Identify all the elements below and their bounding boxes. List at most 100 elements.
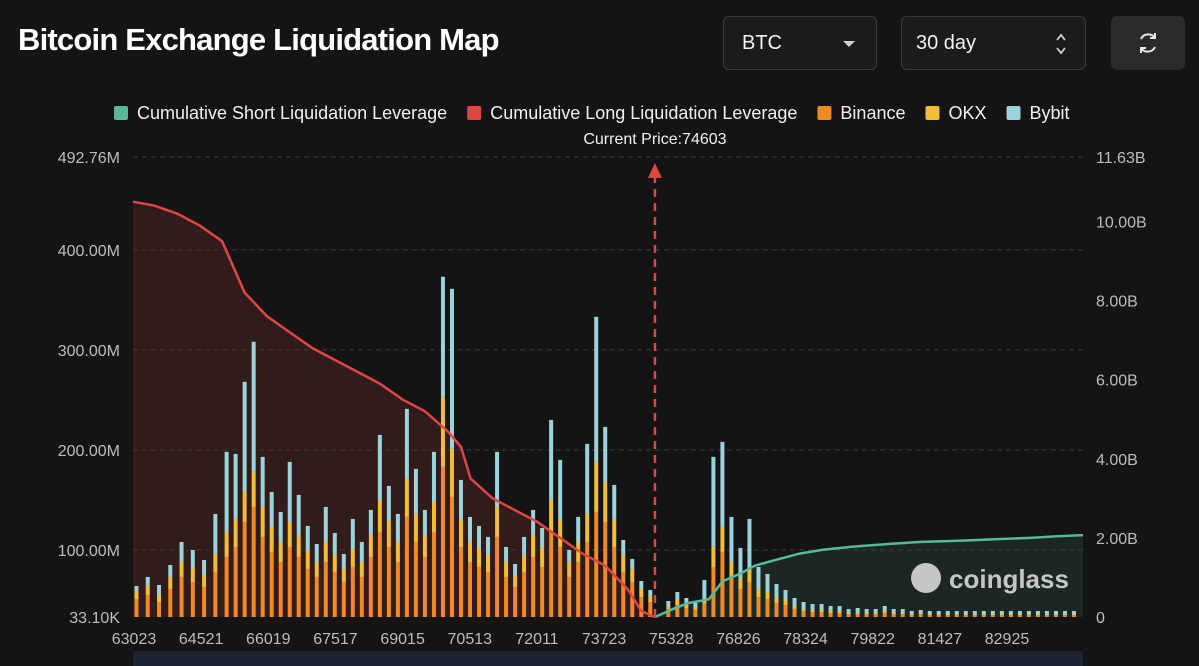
bar-binance [558,546,563,617]
bar-binance [612,546,617,617]
watermark: coinglass [911,563,1069,594]
bar-binance [729,576,734,617]
bar-okx [873,612,878,614]
bar-binance [936,614,941,617]
bar-bybit [864,608,869,613]
bar-binance [837,612,842,617]
bar-binance [981,614,986,617]
bar-bybit [756,566,761,589]
bar-bybit [576,516,581,542]
y-right-tick-label: 0 [1096,610,1105,627]
bar-bybit [404,408,409,479]
bar-bybit [296,494,301,535]
bar-binance [1035,614,1040,617]
x-tick-label: 82925 [985,631,1030,648]
bar-binance [458,546,463,617]
bar-okx [936,613,941,615]
bar-bybit [603,426,608,482]
bar-binance [395,561,400,617]
short-cumulative-line [654,533,1084,619]
bar-okx [693,606,698,610]
bar-okx [945,613,950,615]
bar-bybit [513,563,518,576]
bar-okx [990,613,995,615]
bar-binance [495,536,500,617]
bar-binance [404,516,409,617]
bar-okx [350,548,355,567]
bar-bybit [431,451,436,502]
bar-okx [540,547,545,567]
bar-okx [918,612,923,614]
bar-okx [891,612,896,614]
bar-binance [134,598,139,617]
current-price-label: Current Price:74603 [583,131,726,148]
bar-binance [945,614,950,617]
bar-okx [684,603,689,608]
bar-binance [855,613,860,617]
bar-bybit [837,605,842,611]
coinglass-logo-icon [911,563,941,593]
bar-bybit [377,434,382,500]
bar-bybit [954,610,959,614]
bar-bybit [819,603,824,610]
bar-bybit [801,601,806,609]
bar-bybit [594,316,599,462]
x-tick-label: 75328 [649,631,694,648]
bar-binance [999,614,1004,617]
bar-binance [242,521,247,617]
bar-okx [756,588,761,597]
x-tick-label: 78324 [783,631,828,648]
bar-binance [864,613,869,617]
y-left-tick-label: 400.00M [58,243,120,260]
bar-binance [332,571,337,617]
bar-okx [1044,613,1049,615]
legend-swatch [114,106,128,120]
bar-okx [1008,613,1013,615]
bar-bybit [927,610,932,614]
bar-okx [134,590,139,599]
bar-binance [648,601,653,617]
bar-bybit [873,608,878,613]
x-range-slider [133,651,1083,666]
refresh-button[interactable] [1111,16,1185,70]
bar-bybit [224,451,229,532]
bar-bybit [468,516,473,542]
bar-bybit [386,485,391,521]
y-left-tick-label: 300.00M [58,343,120,360]
bar-okx [954,613,959,615]
bar-binance [846,613,851,617]
bar-okx [157,594,162,602]
bar-okx [1062,613,1067,615]
bar-bybit [168,564,173,577]
bar-okx [368,534,373,557]
bar-binance [251,506,256,617]
bar-bybit [278,511,283,542]
range-select[interactable]: 30 day [901,16,1086,70]
legend-swatch [817,106,832,120]
bar-binance [157,601,162,617]
bar-okx [504,561,509,577]
bar-okx [386,520,391,547]
bar-binance [828,612,833,617]
bar-binance [296,556,301,617]
bar-bybit [972,610,977,614]
coin-select[interactable]: BTC [723,16,877,70]
bar-binance [314,576,319,617]
bar-okx [359,561,364,577]
bar-okx [621,554,626,572]
y-left-tick-label: 492.76M [58,150,120,167]
bar-okx [855,612,860,614]
bar-bybit [540,527,545,548]
y-right-tick-label: 10.00B [1096,214,1147,231]
bar-okx [999,613,1004,615]
bar-bybit [395,513,400,542]
bar-okx [567,561,572,577]
bar-okx [801,608,806,611]
bar-bybit [287,461,292,522]
y-right-tick-label: 2.00B [1096,531,1138,548]
bar-okx [549,499,554,532]
bar-bybit [621,539,626,555]
bar-binance [1044,614,1049,617]
bar-okx [828,610,833,613]
bar-binance [168,588,173,617]
